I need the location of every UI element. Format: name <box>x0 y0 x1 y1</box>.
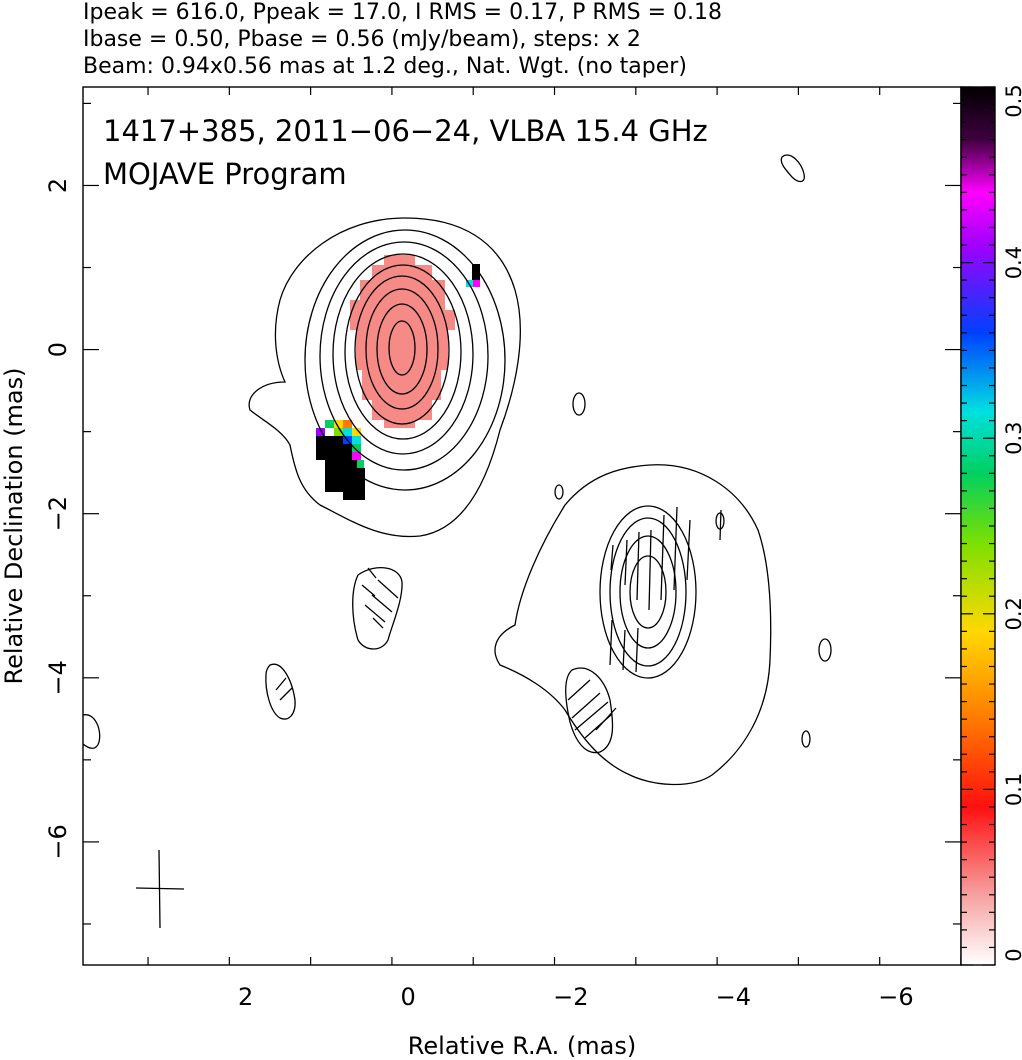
colorbar-ticks <box>961 86 995 966</box>
y-tick-label: −6 <box>44 824 72 859</box>
small-contours <box>83 154 832 754</box>
y-tick-label: 0 <box>44 342 72 357</box>
x-axis-label: Relative R.A. (mas) <box>408 1032 636 1060</box>
core-contours <box>248 217 521 538</box>
y-tick-label: −2 <box>44 496 72 531</box>
colorbar-tick-label: 0.4 <box>1002 246 1022 279</box>
header-line-3: Beam: 0.94x0.56 mas at 1.2 deg., Nat. Wg… <box>83 54 687 79</box>
x-tick-label: −4 <box>716 983 751 1011</box>
colorbar-tick-label: 0.3 <box>1002 421 1022 454</box>
header-line-1: Ipeak = 616.0, Ppeak = 17.0, I RMS = 0.1… <box>83 0 722 25</box>
plot-area <box>83 154 832 929</box>
jet-contours <box>494 464 772 786</box>
y-tick-label: 2 <box>44 178 72 193</box>
x-tick-label: −2 <box>553 983 588 1011</box>
y-axis-label: Relative Declination (mas) <box>0 367 28 684</box>
colorbar-tick-label: 0 <box>1002 948 1022 961</box>
axis-ticks <box>83 87 962 965</box>
core-polarization-map <box>350 255 455 428</box>
colorbar-tick-label: 0.1 <box>1002 773 1022 806</box>
header-line-2: Ibase = 0.50, Pbase = 0.56 (mJy/beam), s… <box>83 27 641 52</box>
y-tick-labels: 2 0 −2 −4 −6 <box>44 178 72 860</box>
chart-subtitle: MOJAVE Program <box>103 157 347 191</box>
x-tick-labels: 2 0 −2 −4 −6 <box>238 983 914 1011</box>
x-tick-label: 2 <box>238 983 253 1011</box>
y-tick-label: −4 <box>44 660 72 695</box>
colorbar-tick-label: 0.5 <box>1002 84 1022 117</box>
x-tick-label: −6 <box>878 983 913 1011</box>
colorbar-tick-label: 0.2 <box>1002 597 1022 630</box>
colorbar-tick-labels: 0 0.1 0.2 0.3 0.4 0.5 <box>1002 84 1022 961</box>
x-tick-label: 0 <box>401 983 416 1011</box>
polarization-vectors <box>275 506 722 739</box>
chart-title: 1417+385, 2011−06−24, VLBA 15.4 GHz <box>103 114 708 148</box>
beam-marker <box>135 849 185 929</box>
colorbar: 0 0.1 0.2 0.3 0.4 0.5 <box>960 84 1022 966</box>
plot-frame <box>82 86 962 966</box>
